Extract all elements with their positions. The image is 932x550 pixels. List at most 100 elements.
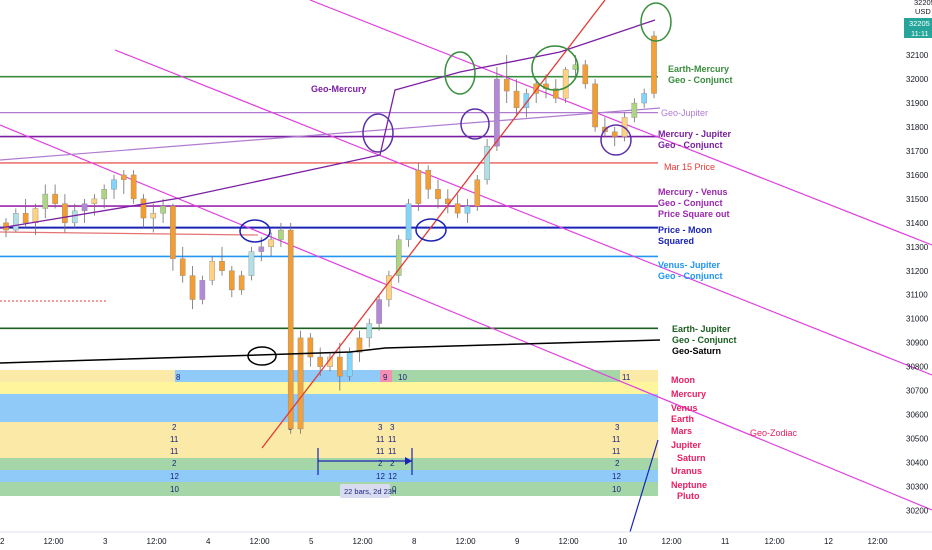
price-axis[interactable]: 30200 30300 30400 30500 30600 30700 30800 30900…: [906, 27, 929, 515]
price-tick: 30900: [906, 339, 929, 348]
earth-jup-label: Earth- Jupiter: [672, 324, 731, 334]
geo-jupiter-label: Geo-Jupiter: [661, 108, 708, 118]
planet-saturn: Saturn: [677, 453, 706, 463]
table-cell: 12: [376, 472, 385, 481]
price-tick: 31200: [906, 267, 929, 276]
candle: [386, 275, 392, 300]
candle: [337, 356, 343, 377]
annotation-circles: [239, 2, 672, 366]
candle: [464, 205, 471, 214]
time-tick: 12:00: [765, 537, 786, 546]
time-tick: 12:00: [456, 537, 477, 546]
candle: [297, 337, 304, 430]
candle: [415, 169, 422, 204]
price-tick: 31900: [906, 99, 929, 108]
geo-zodiac-label: Geo-Zodiac: [750, 428, 798, 438]
geo-saturn-label: Geo-Saturn: [672, 346, 721, 356]
time-tick: 12:00: [868, 537, 889, 546]
candle: [533, 83, 539, 94]
candle: [641, 93, 647, 104]
red-trendline: [261, 0, 606, 449]
planet-pluto: Pluto: [677, 491, 700, 501]
planet-labels: Moon Mercury Venus Earth Mars Jupiter Sa…: [671, 375, 707, 501]
candle: [317, 356, 323, 367]
table-cell: 11: [622, 373, 631, 382]
time-tick: 12:00: [559, 537, 580, 546]
time-tick: 8: [412, 537, 417, 546]
earth-mercury-label: Earth-Mercury: [668, 64, 729, 74]
time-tick: 2: [0, 537, 5, 546]
price-moon-label: Price - Moon: [658, 225, 712, 235]
candle: [71, 210, 78, 224]
table-cell: 10: [612, 485, 621, 494]
table-cell: 10: [398, 373, 407, 382]
candle: [140, 198, 147, 219]
table-cell: 2: [172, 459, 177, 468]
candle: [356, 337, 363, 353]
candle: [238, 275, 245, 291]
candle: [503, 78, 510, 92]
candle: [248, 251, 255, 276]
planet-mars: Mars: [671, 426, 692, 436]
candle: [160, 205, 166, 214]
candle: [42, 193, 49, 209]
candle: [287, 229, 294, 430]
candle: [494, 78, 500, 147]
price-header: 32205 USD 32205 11:11: [904, 0, 932, 38]
merc-venus-label2: Geo - Conjunct: [658, 198, 723, 208]
candle: [219, 260, 225, 271]
candle: [425, 169, 431, 190]
candle: [121, 174, 127, 180]
table-cell: 3: [390, 423, 395, 432]
table-cell: 12: [388, 472, 397, 481]
candle: [189, 275, 196, 300]
candle: [130, 174, 137, 200]
candle: [435, 189, 441, 200]
table-cell: 2: [390, 459, 395, 468]
table-cell: 11: [170, 447, 179, 456]
table-cell: 0: [392, 485, 397, 494]
table-cell: 2: [615, 459, 620, 468]
time-tick: 12:00: [44, 537, 65, 546]
price-tick: 31300: [906, 243, 929, 252]
table-cell: 3: [378, 423, 383, 432]
candle: [553, 88, 559, 99]
geo-jupiter-trendline: [0, 107, 661, 161]
planet-jupiter: Jupiter: [671, 440, 702, 450]
price-tick: 31000: [906, 315, 929, 324]
candle: [346, 352, 353, 377]
price-tick: 32000: [906, 75, 929, 84]
table-cell: 11: [612, 435, 621, 444]
time-tick: 12:00: [250, 537, 271, 546]
measure-label: 22 bars, 2d 23h: [344, 487, 396, 496]
table-cell: 11: [388, 447, 397, 456]
time-tick: 5: [309, 537, 314, 546]
cycle-table: [0, 370, 658, 496]
candle: [307, 337, 314, 358]
candle: [111, 179, 117, 190]
merc-venus-label: Mercury - Venus: [658, 187, 728, 197]
price-tick: 30700: [906, 387, 929, 396]
price-tick: 31500: [906, 195, 929, 204]
candle: [592, 83, 598, 128]
candle: [91, 198, 98, 204]
time-axis[interactable]: 2 12:00 3 12:00 4 12:00 5 12:00 8 12:00 9 12:00 10 12…: [0, 537, 888, 546]
candle: [101, 189, 107, 200]
candle: [13, 213, 19, 231]
time-tick: 10: [618, 537, 627, 546]
trendline-red: [0, 231, 259, 236]
candle: [474, 179, 481, 207]
candle: [405, 203, 412, 240]
candle: [395, 239, 402, 276]
candle: [484, 145, 490, 180]
candle: [179, 258, 186, 276]
level-labels: Geo-Mercury Earth-Mercury Geo - Conjunct…: [311, 64, 798, 438]
time-tick: 12:00: [662, 537, 683, 546]
table-cell: 2: [378, 459, 383, 468]
candle: [150, 213, 157, 219]
table-cell: 10: [170, 485, 179, 494]
time-tick: 4: [206, 537, 211, 546]
candle: [631, 102, 638, 118]
table-cell: 12: [612, 472, 621, 481]
